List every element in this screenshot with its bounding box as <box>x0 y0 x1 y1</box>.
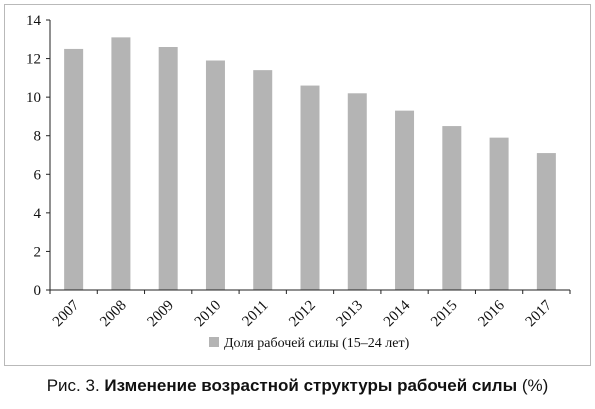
bar <box>442 126 462 290</box>
x-tick-label: 2009 <box>144 298 177 331</box>
caption-prefix: Рис. 3. <box>46 376 105 395</box>
y-tick-label: 4 <box>34 206 42 222</box>
bar <box>111 37 131 290</box>
x-tick-label: 2014 <box>381 297 414 330</box>
bar <box>395 110 415 291</box>
bars-group <box>64 37 556 291</box>
legend-swatch <box>209 337 219 347</box>
y-tick-label: 6 <box>34 167 42 183</box>
y-tick-label: 0 <box>34 283 42 299</box>
x-tick-label: 2015 <box>428 298 461 331</box>
y-tick-label: 10 <box>26 90 41 106</box>
y-tick-label: 12 <box>26 52 41 68</box>
bar <box>300 85 320 290</box>
y-tick-label: 2 <box>34 244 42 260</box>
bar <box>536 153 556 290</box>
axes-group: 0 2 4 6 8 10 12 14 2007 2008 2009 2010 2011 2012 2013 2… <box>26 13 571 331</box>
legend-label: Доля рабочей силы (15–24 лет) <box>224 336 410 351</box>
figure-caption: Рис. 3. Изменение возрастной структуры р… <box>0 376 595 396</box>
legend: Доля рабочей силы (15–24 лет) <box>209 336 410 351</box>
x-tick-label: 2017 <box>523 297 556 330</box>
x-tick-label: 2016 <box>475 297 508 330</box>
x-tick-label: 2008 <box>97 298 130 331</box>
caption-title: Изменение возрастной структуры рабочей с… <box>104 376 518 395</box>
x-tick-label: 2007 <box>50 297 83 330</box>
y-tick-label: 8 <box>34 129 42 145</box>
bar-chart: 0 2 4 6 8 10 12 14 2007 2008 2009 2010 2011 2012 2013 2… <box>26 13 571 351</box>
bar <box>158 47 178 290</box>
caption-suffix: (%) <box>517 376 549 395</box>
x-tick-label: 2013 <box>334 298 367 331</box>
bar <box>253 70 273 291</box>
x-tick-label: 2012 <box>286 298 319 331</box>
y-tick-label: 14 <box>26 13 42 29</box>
x-tick-label: 2010 <box>192 298 225 331</box>
bar <box>347 93 367 291</box>
bar <box>489 137 509 290</box>
bar <box>205 60 225 290</box>
x-tick-label: 2011 <box>239 298 271 330</box>
bar <box>64 48 84 290</box>
